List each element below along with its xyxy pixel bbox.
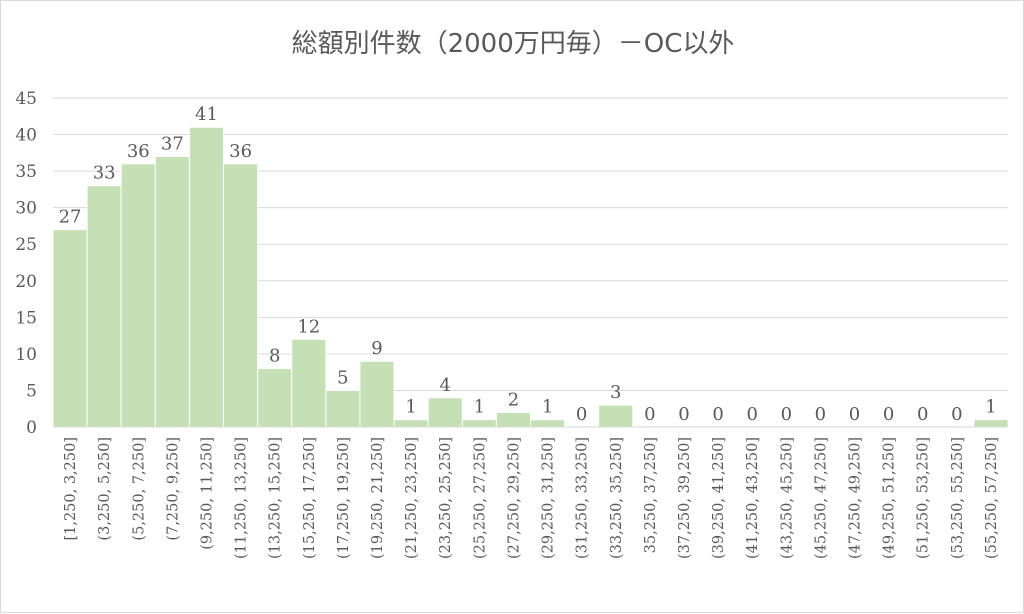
bar: [427, 397, 463, 428]
chart-title: 総額別件数（2000万円毎）－OC以外: [291, 29, 735, 59]
y-tick-label: 5: [26, 381, 37, 401]
data-label: 36: [127, 141, 150, 162]
data-label: 33: [93, 163, 116, 184]
data-label: 0: [712, 404, 723, 425]
bar: [495, 411, 531, 428]
x-tick-label: (33,250, 35,250]: [609, 437, 625, 559]
x-tick-label: [1,250, 3,250]: [63, 437, 79, 541]
data-label: 27: [59, 207, 82, 228]
x-tick-label: (3,250, 5,250]: [97, 437, 113, 541]
x-tick-label: (43,250, 45,250]: [779, 437, 795, 559]
data-label: 1: [474, 397, 485, 418]
data-label: 2: [508, 389, 519, 410]
data-label: 0: [746, 404, 757, 425]
x-tick-label: (29,250, 31,250]: [541, 437, 557, 559]
data-label: 0: [883, 404, 894, 425]
data-label: 3: [610, 382, 621, 403]
x-tick-label: (53,250, 55,250]: [950, 437, 966, 559]
data-label: 0: [917, 404, 928, 425]
x-tick-label: (11,250, 13,250]: [234, 437, 250, 559]
data-label: 9: [371, 338, 382, 359]
data-label: 1: [985, 397, 996, 418]
bar: [598, 404, 634, 428]
data-label: 12: [297, 316, 320, 337]
data-label: 0: [951, 404, 962, 425]
y-tick-label: 45: [15, 89, 37, 109]
x-tick-label: (21,250, 23,250]: [404, 437, 420, 559]
x-tick-label: (47,250, 49,250]: [848, 437, 864, 559]
x-tick-label: (19,250, 21,250]: [370, 437, 386, 559]
bar: [120, 163, 156, 428]
y-tick-label: 0: [26, 418, 37, 438]
data-label: 1: [542, 397, 553, 418]
y-tick-label: 40: [15, 126, 37, 146]
bar: [188, 126, 225, 428]
y-tick-label: 30: [15, 199, 37, 219]
y-tick-label: 25: [15, 235, 37, 255]
bar: [530, 419, 566, 428]
x-tick-label: (17,250, 19,250]: [336, 437, 352, 559]
y-tick-label: 35: [15, 162, 37, 182]
x-tick-label: (23,250, 25,250]: [438, 437, 454, 559]
data-label: 37: [161, 133, 184, 154]
data-label: 0: [849, 404, 860, 425]
bar: [973, 419, 1009, 428]
data-label: 0: [781, 404, 792, 425]
bar: [52, 229, 88, 428]
data-label: 0: [644, 404, 655, 425]
data-label: 0: [576, 404, 587, 425]
x-tick-label: (25,250, 27,250]: [472, 437, 488, 559]
y-tick-label: 20: [15, 272, 37, 292]
data-label: 0: [678, 404, 689, 425]
data-label: 5: [337, 367, 348, 388]
x-tick-label: (31,250, 33,250]: [575, 437, 591, 559]
bar: [393, 419, 429, 428]
x-tick-label: (27,250, 29,250]: [506, 437, 522, 559]
bar: [325, 389, 361, 428]
bar: [223, 163, 259, 428]
data-label: 0: [815, 404, 826, 425]
data-label: 4: [440, 375, 451, 396]
x-tick-label: (5,250, 7,250]: [131, 437, 147, 541]
bar: [291, 338, 327, 428]
x-tick-label: (49,250, 51,250]: [882, 437, 898, 559]
data-label: 41: [195, 104, 218, 125]
x-tick-label: (39,250, 41,250]: [711, 437, 727, 559]
data-label: 8: [269, 346, 280, 367]
x-tick-label: (13,250, 15,250]: [268, 437, 284, 559]
bar: [257, 368, 293, 428]
bar: [154, 155, 190, 428]
data-label: 36: [229, 141, 252, 162]
bar: [359, 360, 395, 428]
y-tick-label: 15: [15, 308, 37, 328]
x-tick-label: (55,250, 57,250]: [984, 437, 1000, 559]
bar: [461, 419, 497, 428]
x-tick-label: (41,250, 43,250]: [745, 437, 761, 559]
x-tick-label: 35,250, 37,250]: [643, 437, 659, 553]
bar: [86, 185, 122, 428]
x-tick-label: (7,250, 9,250]: [165, 437, 181, 541]
x-tick-label: (15,250, 17,250]: [302, 437, 318, 559]
x-tick-label: (45,250, 47,250]: [813, 437, 829, 559]
data-label: 1: [405, 397, 416, 418]
y-tick-label: 10: [15, 345, 37, 365]
x-tick-label: (51,250, 53,250]: [916, 437, 932, 559]
x-tick-label: (37,250, 39,250]: [677, 437, 693, 559]
x-tick-label: (9,250, 11,250]: [199, 437, 215, 550]
